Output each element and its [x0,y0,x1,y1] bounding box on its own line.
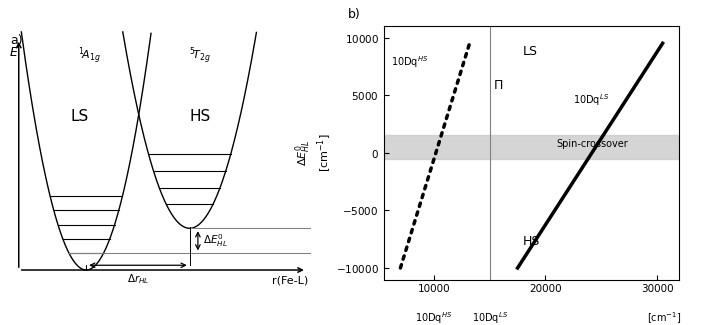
Y-axis label: $\Delta E_{HL}^{0}$
[cm$^{-1}$]: $\Delta E_{HL}^{0}$ [cm$^{-1}$] [294,134,334,172]
Text: Spin-crossover: Spin-crossover [557,139,629,149]
Text: $\Pi$: $\Pi$ [493,79,503,92]
Text: $\Delta r_{HL}$: $\Delta r_{HL}$ [127,272,149,286]
Text: 10Dq$^{HS}$: 10Dq$^{HS}$ [415,310,453,325]
Text: E: E [9,46,17,59]
Text: HS: HS [189,109,210,124]
Text: b): b) [348,8,361,21]
Text: LS: LS [70,109,89,124]
Text: $^5\!T_{2g}$: $^5\!T_{2g}$ [189,45,211,66]
Text: r(Fe-L): r(Fe-L) [272,275,308,285]
Text: 10Dq$^{LS}$: 10Dq$^{LS}$ [472,310,508,325]
Text: 10Dq$^{LS}$: 10Dq$^{LS}$ [573,93,610,108]
Text: $^1\!A_{1g}$: $^1\!A_{1g}$ [78,45,101,66]
Text: [cm$^{-1}$]: [cm$^{-1}$] [647,310,681,325]
Text: $\Delta E_{HL}^{0}$: $\Delta E_{HL}^{0}$ [203,232,227,249]
Text: a): a) [11,34,23,47]
Bar [384,136,679,159]
Text: LS: LS [523,45,538,58]
Text: HS: HS [523,235,541,248]
Text: 10Dq$^{HS}$: 10Dq$^{HS}$ [391,55,429,70]
